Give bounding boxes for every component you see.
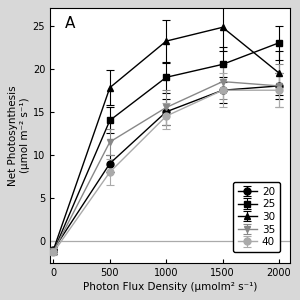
X-axis label: Photon Flux Density (μmolm² s⁻¹): Photon Flux Density (μmolm² s⁻¹) (83, 282, 257, 292)
Legend: 20, 25, 30, 35, 40: 20, 25, 30, 35, 40 (232, 182, 280, 252)
Text: A: A (64, 16, 75, 31)
Y-axis label: Net Photosynthesis
(μmol m⁻² s⁻¹): Net Photosynthesis (μmol m⁻² s⁻¹) (8, 85, 30, 186)
